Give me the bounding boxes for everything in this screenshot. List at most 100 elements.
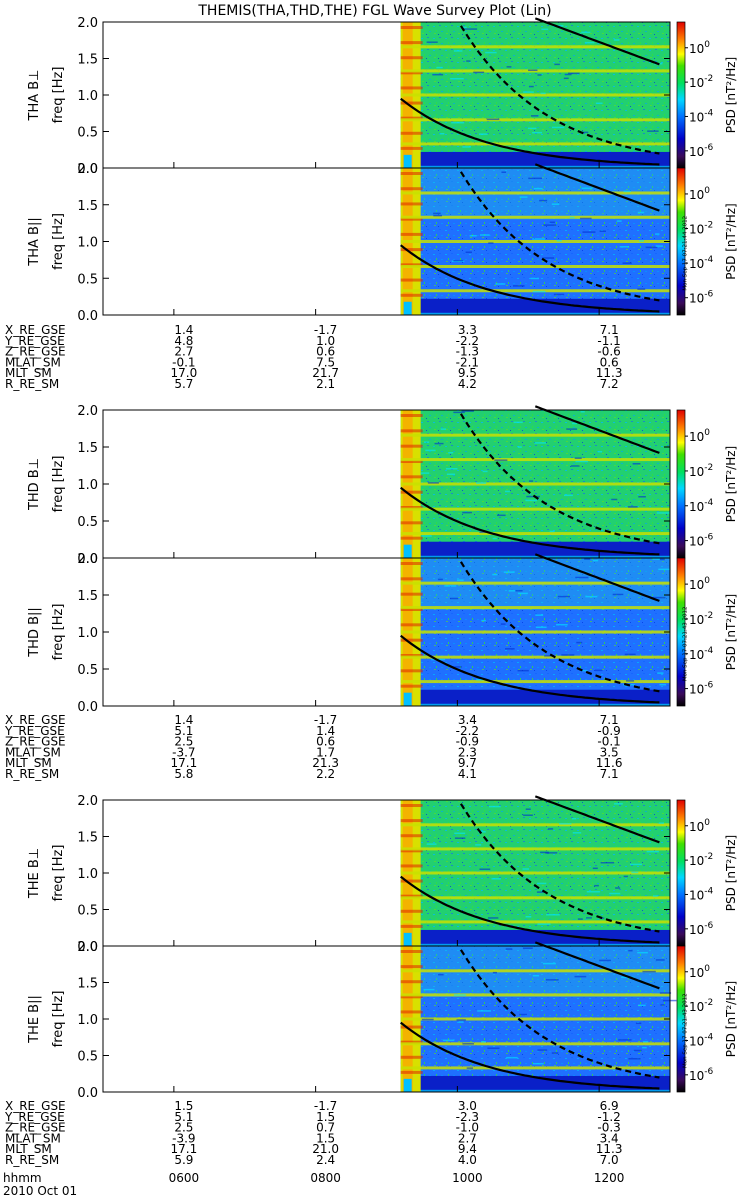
onset-hot-spot [400, 232, 423, 236]
onset-hot-spot [400, 116, 423, 120]
onset-hot-spot [400, 1025, 423, 1029]
noise-speck [432, 73, 444, 76]
noise-speck [461, 410, 474, 412]
panel-4: 0.0 0.5 1.0 1.5 2.0 THE B⊥ freq [Hz] 100 10-2 10-… [27, 794, 738, 955]
ephemeris-value: -1.1 [597, 334, 620, 348]
noise-speck [563, 494, 573, 497]
noise-speck [637, 288, 646, 290]
ion-gyro-curve-low [400, 244, 660, 313]
noise-speck [453, 50, 463, 52]
ephemeris-label: X_RE_GSE [5, 323, 66, 337]
ephemeris-label: Z_RE_GSE [5, 1121, 66, 1135]
ephemeris-label: R_RE_SM [5, 767, 59, 781]
colorbar-tick-label: 10-2 [689, 463, 713, 479]
low-freq-band [414, 151, 670, 168]
ion-gyro-curve-low [400, 97, 660, 166]
noise-speck [652, 558, 660, 560]
y-tick-label: 1.5 [77, 441, 98, 456]
noise-speck [462, 1043, 474, 1045]
ephemeris-label: Y_RE_GSE [4, 334, 65, 348]
ephemeris-value: -1.3 [456, 345, 479, 359]
ephemeris-value: 7.1 [600, 713, 619, 727]
panel-ylabel: freq [Hz] [51, 456, 66, 513]
onset-hot-spot [400, 950, 423, 953]
noise-speck [594, 669, 603, 672]
ion-gyro-curve-high [534, 17, 660, 66]
noise-speck [599, 959, 611, 962]
onset-hot-spot [400, 819, 423, 823]
y-tick-label: 0.5 [77, 272, 98, 287]
noise-speck [594, 884, 599, 887]
colorbar-label: PSD [nT²/Hz] [724, 594, 738, 670]
ephemeris-value: 5.8 [174, 767, 193, 781]
noise-speck [580, 217, 592, 220]
ephemeris-value: -2.2 [456, 334, 479, 348]
colorbar-tick-label: 10-4 [689, 498, 714, 514]
ephemeris-value: 11.3 [596, 1142, 623, 1156]
noise-speck [632, 463, 641, 465]
noise-speck [437, 578, 443, 581]
ephemeris-value: 2.7 [458, 1131, 477, 1145]
noise-speck [438, 973, 444, 976]
noise-speck [582, 131, 589, 134]
noise-speck [546, 914, 560, 916]
spin-harmonic-line [400, 433, 670, 437]
ephemeris-value: 0.7 [316, 1121, 335, 1135]
spin-harmonic-line [400, 507, 670, 511]
noise-speck [477, 1010, 492, 1012]
ephemeris-label: Z_RE_GSE [5, 735, 66, 749]
onset-hot-spot [400, 86, 423, 90]
ephemeris-value: -0.6 [597, 345, 620, 359]
onset-hot-spot [400, 965, 423, 969]
noise-speck [426, 843, 437, 845]
noise-speck [462, 146, 471, 148]
ephemeris-value: 0.6 [600, 355, 619, 369]
spin-harmonic-line [400, 969, 670, 973]
noise-speck [549, 530, 555, 533]
noise-speck [635, 1022, 642, 1025]
colorbar-tick-label: 100 [689, 186, 710, 202]
colorbar-tick-exponent: -6 [704, 1067, 713, 1077]
noise-speck [533, 187, 543, 190]
ephemeris-value: 1.4 [174, 323, 193, 337]
noise-speck [652, 596, 666, 599]
ephemeris-value: 4.8 [174, 334, 193, 348]
low-freq-band [414, 1075, 670, 1092]
noise-speck [586, 917, 592, 919]
ephemeris-value: 3.0 [458, 1099, 477, 1113]
noise-speck [609, 892, 621, 895]
ephemeris-value: 9.5 [458, 366, 477, 380]
y-tick-label: 0.5 [77, 663, 98, 678]
noise-speck [530, 115, 539, 117]
onset-hot-spot [400, 562, 423, 565]
ephemeris-value: 5.9 [174, 1153, 193, 1167]
ephemeris-value: 2.1 [316, 377, 335, 391]
noise-speck [575, 460, 588, 463]
noise-speck [523, 91, 534, 93]
noise-speck [624, 653, 636, 656]
colorbar [676, 409, 686, 559]
noise-speck [577, 918, 583, 920]
colorbar-tick-exponent: -2 [704, 611, 713, 621]
y-tick-label: 2.0 [77, 552, 98, 567]
panel-name: THA B|| [27, 217, 42, 266]
onset-hot-spot [400, 278, 423, 282]
spin-harmonic-line [400, 993, 670, 997]
noise-speck [458, 1021, 464, 1023]
y-tick-label: 1.5 [77, 977, 98, 992]
spin-harmonic-line [400, 847, 670, 851]
noise-speck [556, 25, 564, 27]
onset-hot-spot [400, 1040, 423, 1044]
y-tick-label: 0.5 [77, 904, 98, 919]
onset-hot-spot [400, 849, 423, 853]
y-tick-label: 0.0 [77, 162, 98, 177]
ephemeris-label: R_RE_SM [5, 377, 59, 391]
noise-speck [581, 31, 591, 34]
noise-speck [614, 803, 623, 805]
noise-speck [479, 234, 490, 236]
noise-speck [453, 259, 464, 262]
onset-hot-spot [400, 879, 423, 883]
onset-hot-spot [400, 608, 423, 611]
panel-2: 0.0 0.5 1.0 1.5 2.0 THD B⊥ freq [Hz] 100 10-2 10-… [27, 404, 738, 567]
noise-speck [433, 214, 442, 217]
